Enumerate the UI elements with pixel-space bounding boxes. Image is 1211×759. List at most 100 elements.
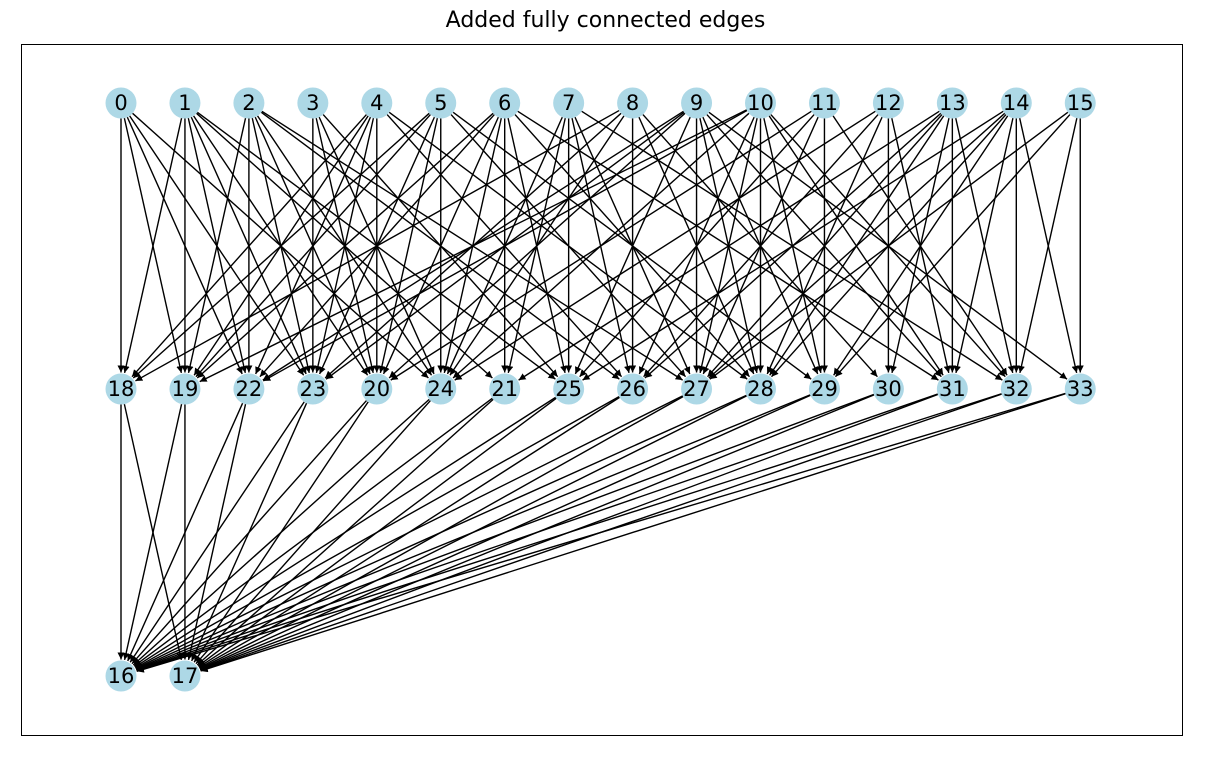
node-5: 5 <box>425 87 457 119</box>
edge-20-16 <box>131 400 368 665</box>
edge-19-16 <box>122 403 183 661</box>
node-26: 26 <box>617 373 649 405</box>
node-label: 10 <box>747 91 774 115</box>
node-13: 13 <box>936 87 968 119</box>
edges-group <box>117 109 1084 673</box>
node-circle <box>169 373 201 405</box>
node-label: 17 <box>172 664 199 688</box>
node-label: 31 <box>939 377 966 401</box>
node-label: 12 <box>875 91 902 115</box>
node-label: 26 <box>619 377 646 401</box>
edge-13-21 <box>518 110 940 381</box>
node-label: 22 <box>236 377 263 401</box>
node-circle <box>297 87 329 119</box>
node-2: 2 <box>233 87 265 119</box>
node-circle <box>105 373 137 405</box>
node-14: 14 <box>1000 87 1032 119</box>
node-label: 19 <box>172 377 199 401</box>
node-label: 27 <box>683 377 710 401</box>
node-circle <box>489 373 521 405</box>
node-label: 18 <box>108 377 135 401</box>
node-7: 7 <box>553 87 585 119</box>
node-circle <box>425 373 457 405</box>
edge-23-16 <box>129 401 305 663</box>
edge-15-29 <box>834 114 1071 378</box>
node-circle <box>361 87 393 119</box>
node-circle <box>169 660 201 692</box>
edge-5-19 <box>195 114 431 378</box>
node-12: 12 <box>872 87 904 119</box>
edge-28-16 <box>135 394 747 670</box>
node-24: 24 <box>425 373 457 405</box>
plot-frame <box>21 44 1183 736</box>
node-circle <box>489 87 521 119</box>
edge-27-16 <box>135 395 683 670</box>
node-circle <box>681 373 713 405</box>
node-4: 4 <box>361 87 393 119</box>
node-0: 0 <box>105 87 137 119</box>
node-circle <box>425 87 457 119</box>
node-15: 15 <box>1064 87 1096 119</box>
node-label: 14 <box>1003 91 1030 115</box>
node-23: 23 <box>297 373 329 405</box>
node-22: 22 <box>233 373 265 405</box>
edge-30-16 <box>136 393 875 672</box>
node-label: 16 <box>108 664 135 688</box>
node-label: 7 <box>562 91 575 115</box>
edge-32-16 <box>136 393 1002 673</box>
edge-4-18 <box>131 114 367 378</box>
edge-14-25 <box>582 110 1004 381</box>
node-20: 20 <box>361 373 393 405</box>
node-circle <box>681 87 713 119</box>
edge-2-19 <box>186 117 247 374</box>
node-21: 21 <box>489 373 521 405</box>
edge-21-16 <box>133 397 493 667</box>
chart-title: Added fully connected edges <box>445 8 766 33</box>
edge-33-17 <box>200 393 1066 673</box>
node-label: 3 <box>306 91 319 115</box>
edge-5-18 <box>132 112 430 379</box>
node-circle <box>936 87 968 119</box>
node-6: 6 <box>489 87 521 119</box>
edge-26-16 <box>135 395 620 669</box>
node-label: 23 <box>299 377 326 401</box>
node-circle <box>1064 373 1096 405</box>
node-25: 25 <box>553 373 585 405</box>
edge-31-16 <box>136 393 938 672</box>
edge-9-20 <box>388 112 686 379</box>
node-10: 10 <box>745 87 776 119</box>
edge-6-20 <box>382 116 500 375</box>
edge-11-20 <box>390 110 812 381</box>
node-11: 11 <box>808 87 840 119</box>
edge-10-19 <box>199 109 747 383</box>
node-label: 4 <box>370 91 383 115</box>
node-33: 33 <box>1064 373 1096 405</box>
node-label: 15 <box>1067 91 1094 115</box>
node-circle <box>105 87 137 119</box>
node-circle <box>808 87 840 119</box>
node-19: 19 <box>169 373 201 405</box>
node-circle <box>105 660 137 692</box>
node-label: 0 <box>114 91 127 115</box>
node-29: 29 <box>808 373 840 405</box>
node-label: 11 <box>811 91 838 115</box>
node-label: 29 <box>811 377 838 401</box>
edge-14-27 <box>708 112 1006 379</box>
node-circle <box>553 373 585 405</box>
edge-12-24 <box>454 110 876 381</box>
node-17: 17 <box>169 660 201 692</box>
node-circle <box>1000 87 1032 119</box>
node-label: 21 <box>491 377 518 401</box>
node-circle <box>1000 373 1032 405</box>
node-16: 16 <box>105 660 137 692</box>
node-9: 9 <box>681 87 713 119</box>
node-label: 25 <box>555 377 582 401</box>
edge-33-16 <box>136 392 1066 673</box>
edge-15-27 <box>709 111 1069 380</box>
node-label: 5 <box>434 91 447 115</box>
node-label: 8 <box>626 91 639 115</box>
node-circle <box>1064 87 1096 119</box>
edge-29-16 <box>136 394 811 671</box>
